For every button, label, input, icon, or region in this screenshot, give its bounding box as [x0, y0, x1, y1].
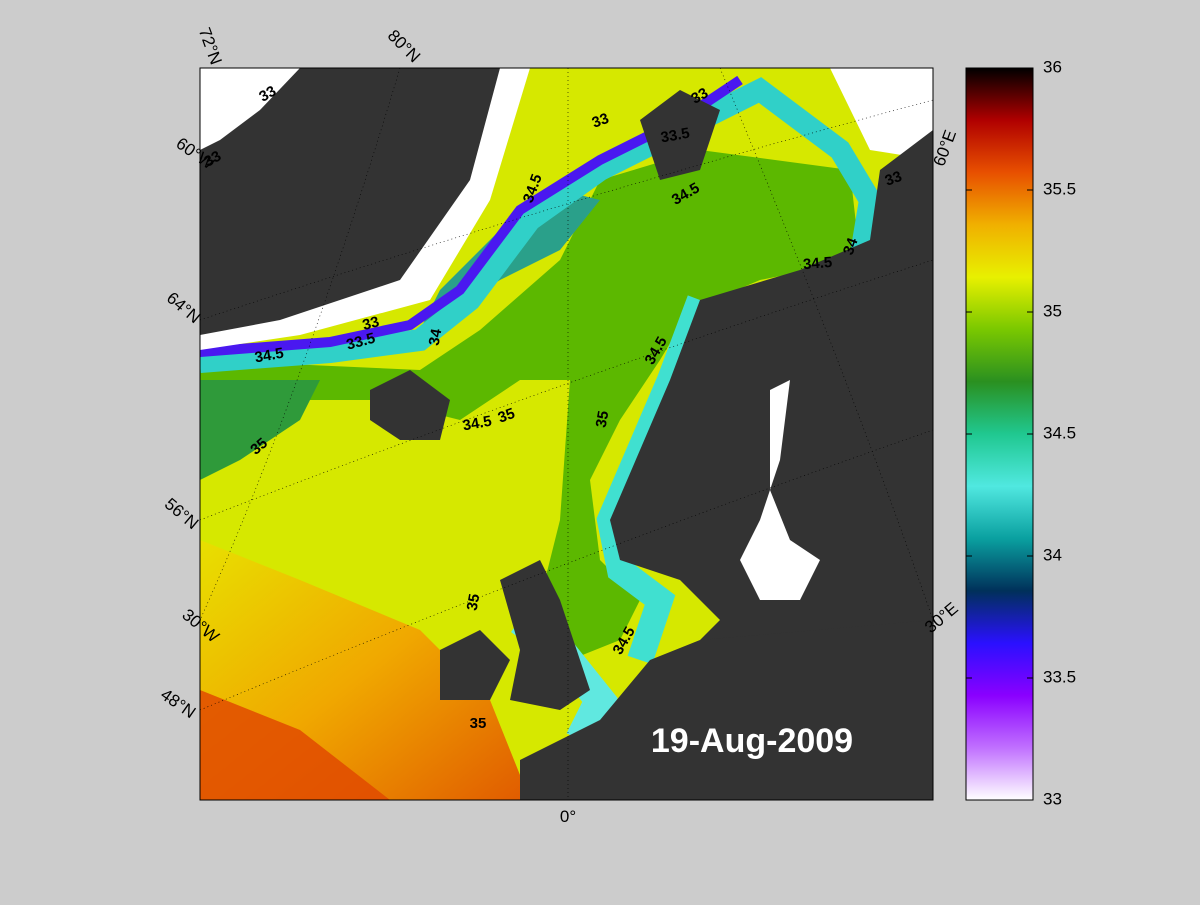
land: [370, 370, 450, 440]
contour-label: 35: [496, 405, 517, 427]
contour-label: 35: [470, 715, 487, 732]
map-area: [200, 68, 933, 800]
date-label: 19-Aug-2009: [651, 722, 853, 760]
contour-label: 33: [256, 83, 279, 106]
contour-label: 33.5: [345, 330, 378, 354]
land: [440, 630, 510, 700]
colorbar-tick-label: 35: [1043, 301, 1062, 320]
coastal-water: [200, 77, 882, 373]
sea-ice: [200, 68, 300, 150]
graticule-label: 80°N: [384, 26, 424, 66]
contour-label: 34.5: [802, 254, 833, 273]
contour-label: 33: [590, 110, 611, 132]
graticule-label: 0°: [560, 807, 576, 826]
graticule: [200, 68, 933, 800]
contour-label: 35: [464, 593, 484, 612]
fresher-water: [200, 150, 860, 660]
graticule-label: 64°N: [163, 288, 204, 327]
graticule-label: 56°N: [161, 494, 202, 533]
colorbar-tick-label: 34: [1043, 545, 1062, 564]
contour-label: 33: [361, 313, 382, 334]
contour-label: 34.5: [461, 413, 493, 435]
fresher-water: [200, 380, 320, 480]
contour-label: 34: [426, 327, 446, 347]
colorbar-tick-label: 36: [1043, 57, 1062, 76]
land: [500, 560, 590, 710]
land: [520, 620, 933, 800]
contour-label: 33: [201, 148, 224, 171]
contour-label: 33.5: [659, 125, 691, 147]
contour-label: 34.5: [253, 345, 285, 367]
contour-label: 33: [688, 85, 711, 108]
colorbar: [965, 67, 1034, 801]
graticule-label: 48°N: [157, 685, 199, 722]
colorbar-tick-label: 35.5: [1043, 179, 1076, 198]
warm-water: [200, 690, 390, 800]
graticule-label: 72°N: [195, 25, 226, 67]
contour-label: 35: [593, 410, 613, 429]
map-frame: [199, 67, 934, 801]
land: [200, 68, 500, 335]
land: [610, 130, 933, 640]
contour-label: 33: [883, 168, 904, 190]
graticule-label: 60°E: [930, 127, 961, 168]
land: [640, 90, 720, 180]
colorbar-tick-label: 33: [1043, 789, 1062, 808]
lake: [740, 380, 820, 600]
colorbar-tick-label: 33.5: [1043, 667, 1076, 686]
colorbar-tick-label: 34.5: [1043, 423, 1076, 442]
contour-label: 34: [840, 235, 862, 257]
